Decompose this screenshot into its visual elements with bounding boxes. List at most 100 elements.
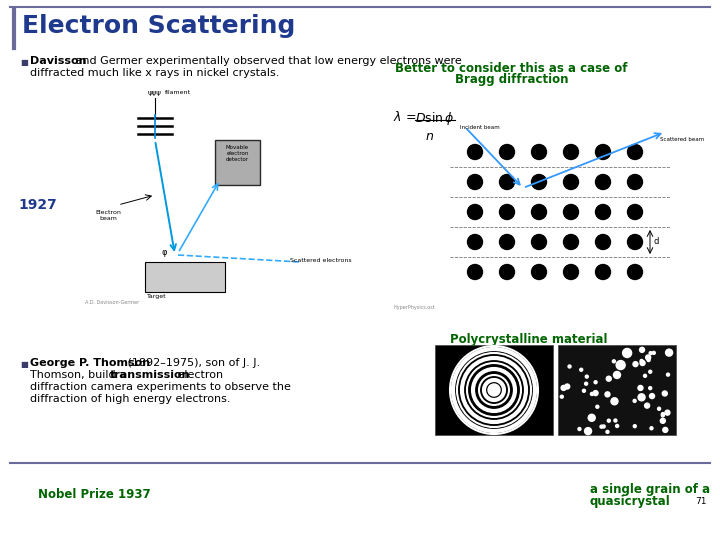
- Circle shape: [605, 392, 610, 397]
- Circle shape: [644, 374, 647, 377]
- Circle shape: [595, 174, 611, 190]
- Text: diffraction camera experiments to observe the: diffraction camera experiments to observ…: [30, 382, 291, 392]
- Circle shape: [616, 361, 625, 369]
- Circle shape: [613, 372, 621, 379]
- Circle shape: [561, 386, 566, 390]
- Text: ψψψ: ψψψ: [148, 90, 162, 96]
- Circle shape: [662, 413, 665, 416]
- FancyBboxPatch shape: [145, 262, 225, 292]
- Circle shape: [595, 205, 611, 219]
- Text: ■: ■: [20, 360, 28, 369]
- Bar: [215, 140, 260, 185]
- Circle shape: [646, 355, 651, 360]
- Text: Davisson: Davisson: [30, 56, 86, 66]
- Circle shape: [611, 398, 618, 405]
- Circle shape: [663, 427, 667, 433]
- Text: transmission: transmission: [110, 370, 191, 380]
- Text: George P. Thomson: George P. Thomson: [30, 358, 150, 368]
- Circle shape: [667, 373, 670, 376]
- Circle shape: [564, 234, 578, 249]
- Circle shape: [649, 370, 652, 373]
- Circle shape: [578, 428, 581, 430]
- Circle shape: [633, 362, 638, 367]
- Circle shape: [500, 145, 515, 159]
- Circle shape: [634, 424, 636, 428]
- Text: 71: 71: [695, 497, 706, 506]
- Circle shape: [594, 381, 597, 384]
- Circle shape: [628, 234, 642, 249]
- Circle shape: [564, 265, 578, 280]
- Text: $D\sin\phi$: $D\sin\phi$: [415, 110, 454, 127]
- Circle shape: [606, 430, 609, 434]
- Circle shape: [628, 205, 642, 219]
- Circle shape: [568, 365, 571, 368]
- Circle shape: [649, 394, 654, 399]
- Circle shape: [638, 386, 643, 390]
- Circle shape: [585, 428, 592, 435]
- Circle shape: [628, 145, 642, 159]
- Text: HyperPhysics.ost: HyperPhysics.ost: [393, 305, 435, 310]
- Circle shape: [595, 265, 611, 280]
- Text: φ: φ: [162, 248, 168, 257]
- Circle shape: [606, 376, 611, 381]
- Circle shape: [633, 400, 636, 402]
- Circle shape: [500, 265, 515, 280]
- Circle shape: [588, 414, 595, 421]
- Text: A.D. Davisson-Germer: A.D. Davisson-Germer: [85, 300, 139, 305]
- Circle shape: [531, 234, 546, 249]
- Circle shape: [564, 174, 578, 190]
- Circle shape: [500, 205, 515, 219]
- Circle shape: [638, 394, 645, 401]
- Circle shape: [602, 425, 606, 428]
- Circle shape: [596, 405, 599, 408]
- Circle shape: [560, 395, 563, 398]
- Circle shape: [564, 384, 570, 389]
- Text: Scattered beam: Scattered beam: [660, 137, 704, 142]
- Circle shape: [665, 349, 672, 356]
- Circle shape: [649, 352, 652, 355]
- Bar: [558, 345, 676, 435]
- Text: Thomson, build a: Thomson, build a: [30, 370, 130, 380]
- Circle shape: [628, 265, 642, 280]
- Text: Movable
electron
detector: Movable electron detector: [226, 145, 249, 161]
- Circle shape: [467, 265, 482, 280]
- Text: filament: filament: [165, 90, 191, 95]
- Circle shape: [640, 360, 643, 362]
- Circle shape: [531, 145, 546, 159]
- Circle shape: [665, 410, 670, 415]
- Circle shape: [628, 174, 642, 190]
- Circle shape: [531, 205, 546, 219]
- Circle shape: [593, 390, 598, 396]
- Circle shape: [660, 418, 665, 423]
- Text: electron: electron: [174, 370, 223, 380]
- Circle shape: [614, 419, 617, 422]
- Text: Target: Target: [147, 294, 166, 299]
- Circle shape: [608, 419, 611, 422]
- Text: Polycrystalline material: Polycrystalline material: [450, 333, 608, 346]
- Circle shape: [585, 375, 588, 378]
- Text: Better to consider this as a case of: Better to consider this as a case of: [395, 62, 628, 75]
- Circle shape: [590, 393, 593, 395]
- Circle shape: [595, 145, 611, 159]
- Text: ■: ■: [20, 58, 28, 67]
- Bar: [435, 345, 553, 435]
- Circle shape: [650, 427, 653, 430]
- Text: d: d: [653, 238, 658, 246]
- Circle shape: [488, 384, 500, 396]
- Circle shape: [600, 425, 603, 428]
- Circle shape: [640, 361, 645, 366]
- Circle shape: [467, 205, 482, 219]
- Circle shape: [662, 391, 667, 396]
- Circle shape: [623, 348, 631, 357]
- Circle shape: [647, 359, 650, 361]
- Text: $\lambda\,=\,$: $\lambda\,=\,$: [393, 110, 417, 124]
- Circle shape: [639, 347, 644, 352]
- Circle shape: [500, 234, 515, 249]
- Circle shape: [657, 407, 660, 410]
- Circle shape: [531, 174, 546, 190]
- Circle shape: [531, 265, 546, 280]
- Text: quasicrystal: quasicrystal: [590, 495, 671, 508]
- Circle shape: [595, 234, 611, 249]
- Circle shape: [500, 174, 515, 190]
- Circle shape: [564, 145, 578, 159]
